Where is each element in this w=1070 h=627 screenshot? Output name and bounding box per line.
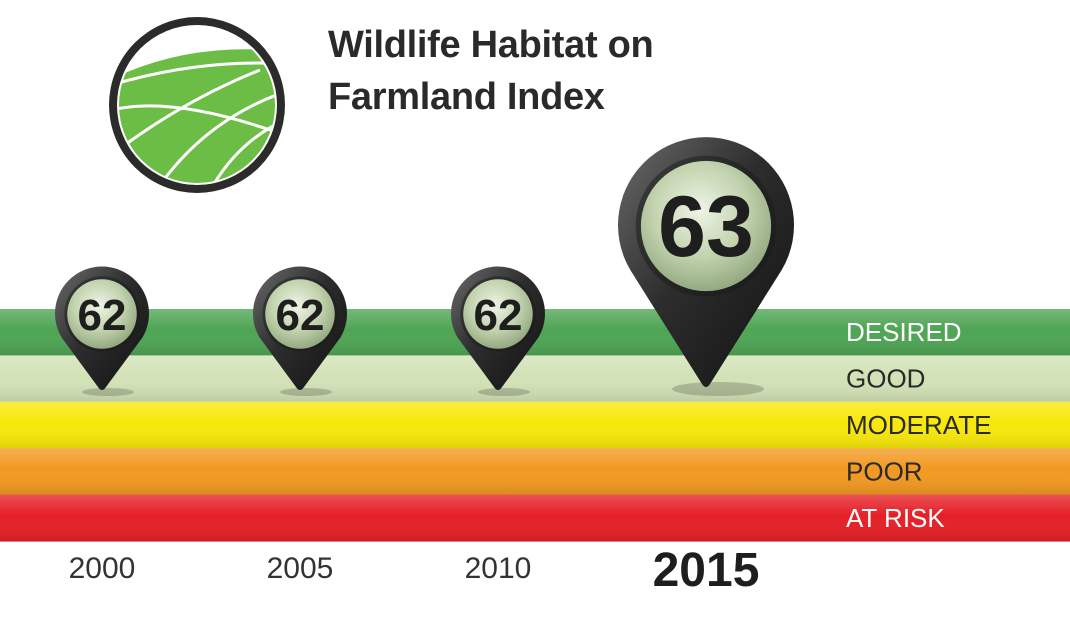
- marker-2015: 63: [618, 137, 795, 396]
- year-label-2015: 2015: [653, 544, 760, 597]
- marker-2010: 62: [450, 266, 545, 396]
- band-label-good: GOOD: [846, 364, 925, 394]
- marker-face-2000: [67, 279, 137, 349]
- marker-face-2015: [640, 160, 772, 292]
- farm-field-icon: [109, 17, 285, 193]
- year-axis: 2000 2005 2010 2015: [69, 544, 760, 597]
- band-shade-poor: [0, 448, 1070, 495]
- marker-2000: 62: [55, 266, 149, 396]
- marker-shadow-2015: [672, 382, 764, 396]
- band-label-desired: DESIRED: [846, 317, 962, 347]
- rating-bands: DESIRED GOOD MODERATE POOR AT RISK: [0, 309, 1070, 542]
- marker-value-2000: 62: [78, 291, 127, 340]
- year-label-2005: 2005: [267, 552, 334, 585]
- chart-title-line-2: Farmland Index: [328, 76, 605, 118]
- marker-face-2005: [265, 279, 335, 349]
- marker-face-2010: [463, 279, 533, 349]
- marker-shadow-2010: [478, 388, 530, 396]
- marker-value-2010: 62: [474, 291, 523, 340]
- marker-value-2005: 62: [276, 291, 325, 340]
- marker-shadow-2000: [82, 388, 134, 396]
- band-label-at-risk: AT RISK: [846, 503, 945, 533]
- marker-value-2015: 63: [658, 179, 754, 275]
- index-markers: 62 62 62 63: [55, 137, 795, 396]
- marker-2005: 62: [252, 266, 347, 396]
- band-shade-moderate: [0, 401, 1070, 449]
- marker-shadow-2005: [280, 388, 332, 396]
- year-label-2000: 2000: [69, 552, 136, 585]
- chart-title-line-1: Wildlife Habitat on: [328, 24, 654, 66]
- year-label-2010: 2010: [465, 552, 532, 585]
- band-label-moderate: MODERATE: [846, 410, 991, 440]
- band-shade-good: [0, 355, 1070, 402]
- band-label-poor: POOR: [846, 456, 923, 486]
- band-shade-at-risk: [0, 494, 1070, 541]
